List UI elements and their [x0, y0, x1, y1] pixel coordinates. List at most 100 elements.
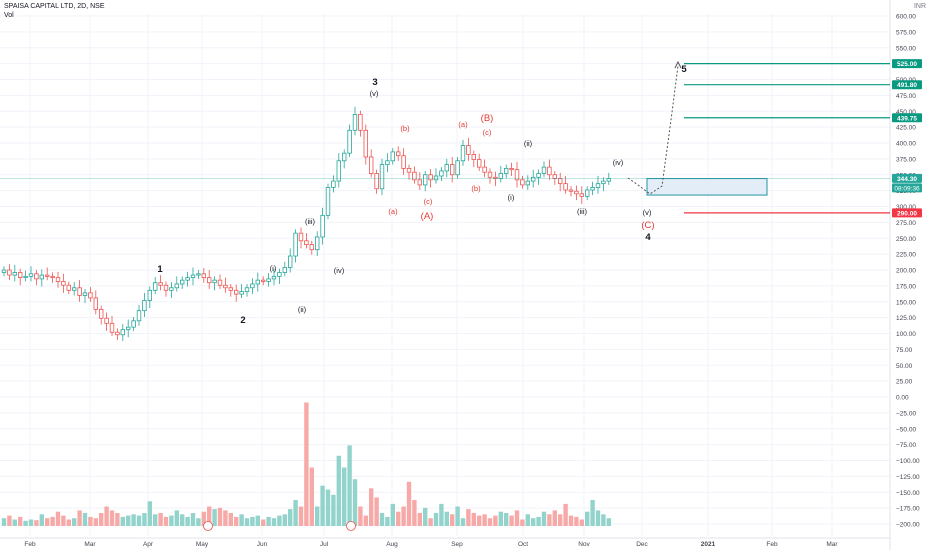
volume-bar [169, 515, 174, 526]
volume-bar [309, 467, 314, 526]
candle-body [93, 297, 98, 310]
volume-bar [433, 513, 439, 526]
candle-body [120, 329, 125, 336]
countdown-label: 08:09:36 [894, 185, 920, 192]
candle-body [536, 173, 541, 178]
volume-bar [568, 515, 574, 526]
candle-body [99, 308, 104, 319]
wave-label: (B) [481, 113, 494, 124]
volume-bar [1, 518, 7, 526]
volume-bar [207, 506, 212, 526]
candle-body [72, 287, 77, 291]
time-tick-label: Dec [636, 541, 648, 548]
candle-body [244, 287, 250, 292]
wave-label: 4 [645, 232, 651, 243]
volume-bar [509, 515, 514, 526]
volume-bar [293, 500, 298, 526]
candle-body [503, 167, 509, 174]
candle-body [325, 187, 331, 216]
candle-body [82, 292, 88, 296]
price-tick-label: 50.00 [896, 363, 913, 370]
candle-body [1, 269, 7, 273]
time-tick-label: Apr [143, 541, 154, 548]
candle-body [482, 166, 487, 173]
level-price-label: 525.00 [897, 61, 917, 68]
candle-body [147, 289, 152, 301]
volume-bar [28, 519, 34, 526]
volume-bar [18, 516, 23, 526]
volume-bar [320, 485, 325, 526]
candle-body [169, 287, 174, 291]
volume-bar [585, 511, 590, 526]
price-tick-label: −175.00 [896, 506, 920, 513]
candle-body [7, 269, 12, 276]
candle-body [115, 331, 120, 336]
volume-bar [174, 510, 179, 526]
candle-body [439, 170, 444, 177]
volume-bar [136, 515, 142, 526]
candle-body [449, 164, 455, 176]
candle-body [590, 187, 595, 191]
volume-bar [466, 509, 471, 526]
volume-bar [352, 479, 358, 526]
volume-bar [460, 518, 466, 526]
wave-label: 2 [240, 315, 245, 326]
level-price-label: 491.80 [897, 82, 917, 89]
volume-bar [104, 506, 109, 526]
price-tick-label: 550.00 [896, 45, 916, 52]
volume-bar [331, 494, 336, 526]
volume-bar [444, 511, 449, 526]
price-tick-label: 450.00 [896, 109, 916, 116]
candle-body [395, 151, 401, 157]
volume-bar [325, 489, 331, 526]
wave-label: (b) [471, 184, 481, 193]
candle-body [487, 171, 493, 178]
volume-bar [271, 518, 277, 526]
volume-bar [336, 455, 341, 526]
price-tick-label: 600.00 [896, 14, 916, 21]
currency-label: INR [913, 3, 926, 10]
candle-body [50, 275, 55, 279]
candle-body [547, 166, 552, 176]
volume-bar [45, 518, 50, 526]
candle-body [250, 283, 255, 289]
level-price-label: 290.00 [897, 210, 917, 217]
volume-bar [234, 516, 239, 526]
candle-body [190, 274, 196, 279]
candle-body [385, 160, 390, 165]
grid [0, 14, 890, 536]
volume-bar [547, 514, 552, 526]
volume-bars [1, 402, 611, 526]
candle-body [104, 317, 109, 324]
price-tick-label: 25.00 [896, 379, 913, 386]
candle-body [428, 174, 433, 181]
volume-bar [109, 510, 115, 526]
candle-body [514, 169, 520, 181]
candle-body [66, 284, 71, 291]
volume-bar [282, 514, 287, 526]
volume-bar [217, 507, 223, 526]
price-tick-label: 125.00 [896, 315, 916, 322]
price-tick-label: −200.00 [896, 522, 920, 529]
price-tick-label: 0.00 [896, 395, 909, 402]
candle-body [401, 155, 406, 169]
price-tick-label: 375.00 [896, 156, 916, 163]
earnings-marker-icon [346, 521, 356, 531]
volume-bar [239, 514, 244, 526]
volume-bar [520, 519, 525, 526]
candle-body [412, 171, 417, 181]
volume-bar [277, 515, 282, 526]
current-price-tag [892, 173, 922, 183]
wave-label: (iii) [577, 207, 587, 216]
volume-bar [153, 514, 158, 526]
volume-bar [131, 514, 136, 526]
volume-bar [99, 513, 104, 526]
volume-bar [401, 506, 406, 526]
volume-bar [536, 516, 541, 526]
countdown-tag [892, 183, 922, 193]
price-tick-label: 100.00 [896, 331, 916, 338]
volume-bar [147, 501, 152, 526]
level-price-tag [892, 208, 922, 218]
volume-bar [417, 513, 422, 526]
